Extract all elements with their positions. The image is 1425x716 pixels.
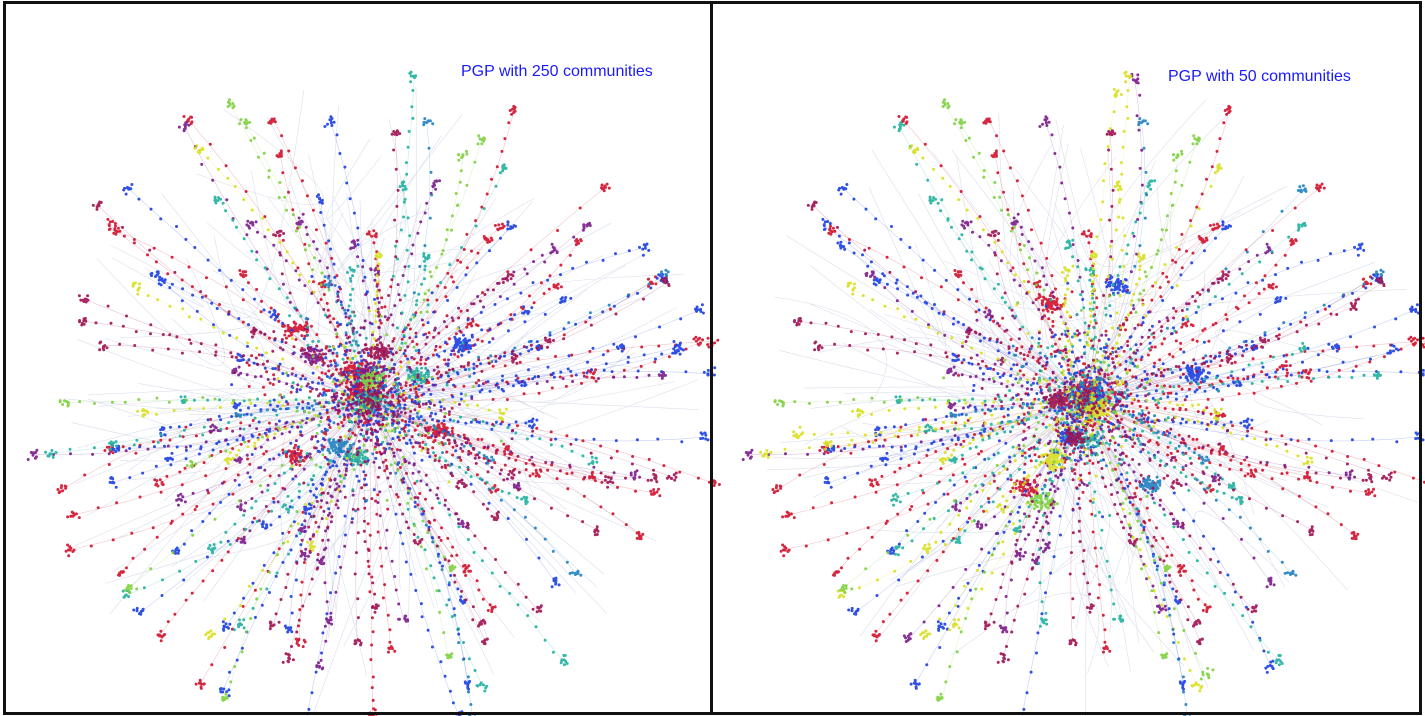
node-group [77,129,678,664]
panel-border [710,1,1422,715]
network-graph [26,70,721,716]
node-group [58,98,503,702]
node-group [793,129,1393,664]
node-group [949,117,1385,716]
panel-label: PGP with 50 communities [1168,68,1351,85]
network-graph [741,70,1425,716]
panel-label: PGP with 250 communities [461,63,653,80]
